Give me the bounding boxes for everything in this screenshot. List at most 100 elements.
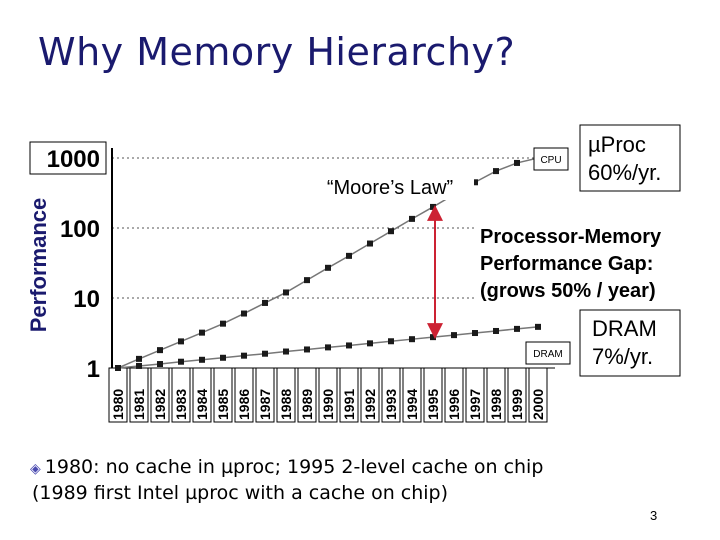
y-tick-label: 100 (60, 216, 100, 243)
y-tick-box (29, 141, 107, 175)
x-tick-box (402, 367, 422, 423)
cpu-series-label: CPU (540, 155, 561, 166)
footnote-bullet: ◈ 1980: no cache in µproc; 1995 2-level c… (30, 455, 543, 505)
x-tick-label: 1982 (152, 389, 168, 420)
y-tick-box (56, 352, 106, 384)
data-point (220, 320, 226, 327)
slide-title: Why Memory Hierarchy? (38, 30, 516, 74)
x-tick-box (465, 367, 485, 423)
y-tick-label: 1000 (47, 146, 100, 173)
data-point (241, 310, 247, 317)
data-point (283, 348, 289, 355)
x-tick-label: 1985 (215, 389, 231, 420)
data-point (367, 240, 373, 247)
bullet-line-1: 1980: no cache in µproc; 1995 2-level ca… (44, 456, 544, 478)
proc-rate-box (579, 124, 681, 192)
x-tick-box (339, 367, 359, 423)
data-point (178, 338, 184, 345)
x-tick-box (255, 367, 275, 423)
y-tick-box (56, 282, 106, 314)
x-tick-box (150, 367, 170, 423)
x-tick-label: 1994 (404, 389, 420, 420)
data-point (262, 299, 268, 306)
data-point (325, 344, 331, 351)
data-point (325, 264, 331, 271)
data-point (388, 338, 394, 345)
data-point (514, 159, 520, 166)
data-point (409, 336, 415, 343)
data-point (136, 355, 142, 362)
x-tick-label: 1996 (446, 389, 462, 420)
data-point (493, 327, 499, 334)
x-tick-box (192, 367, 212, 423)
x-tick-label: 2000 (530, 389, 546, 420)
y-tick-label: 1 (87, 356, 100, 383)
data-point (409, 215, 415, 222)
x-tick-label: 1993 (383, 389, 399, 420)
gap-line3: (grows 50% / year) (480, 280, 656, 302)
y-tick-box (56, 212, 106, 244)
data-point (514, 325, 520, 332)
y-tick-labels: 1 10 100 1000 (29, 141, 107, 384)
data-point (199, 356, 205, 363)
data-point (346, 342, 352, 349)
x-tick-box (318, 367, 338, 423)
gap-line1: Processor-Memory (480, 226, 662, 248)
x-tick-label: 1983 (173, 389, 189, 420)
moores-law-label: “Moore’s Law” (327, 177, 453, 199)
x-tick-box (486, 367, 506, 423)
bullet-line-2: (1989 first Intel µproc with a cache on … (32, 482, 449, 504)
moores-law-box (306, 170, 474, 200)
x-tick-label: 1981 (131, 389, 147, 420)
y-axis-label: Performance (26, 198, 51, 333)
data-point (430, 334, 436, 341)
x-tick-label: 1995 (425, 389, 441, 420)
x-tick-label: 1987 (257, 389, 273, 420)
x-tick-labels: 1980 1981 1982 1983 1984 1985 1986 1987 1988 1989… (108, 367, 548, 423)
dram-rate-line1: DRAM (592, 316, 657, 341)
data-point (178, 358, 184, 365)
x-tick-box (528, 367, 548, 423)
data-point (367, 340, 373, 347)
x-tick-box (276, 367, 296, 423)
data-point (472, 330, 478, 337)
data-point (157, 361, 163, 368)
data-point (451, 332, 457, 339)
gap-label-box (477, 220, 699, 308)
x-tick-box (423, 367, 443, 423)
x-tick-label: 1984 (194, 389, 210, 420)
page-number: 3 (650, 508, 658, 523)
x-tick-label: 1997 (467, 389, 483, 420)
dram-rate-box (579, 309, 681, 377)
data-point (535, 323, 541, 330)
cpu-label-box (533, 147, 569, 171)
data-point (241, 352, 247, 359)
x-tick-box (171, 367, 191, 423)
x-tick-box (381, 367, 401, 423)
data-point (472, 179, 478, 186)
data-point (283, 289, 289, 296)
x-tick-label: 1992 (362, 389, 378, 420)
dram-label-box (525, 341, 571, 365)
diamond-bullet-icon: ◈ (30, 461, 41, 477)
data-point (346, 252, 352, 259)
x-tick-label: 1998 (488, 389, 504, 420)
x-tick-label: 1991 (341, 389, 357, 420)
proc-rate-line2: 60%/yr. (588, 160, 661, 185)
dram-series-label: DRAM (533, 349, 562, 360)
data-point (199, 329, 205, 336)
x-tick-box (213, 367, 233, 423)
data-point (304, 277, 310, 284)
x-tick-label: 1989 (299, 389, 315, 420)
x-tick-label: 1986 (236, 389, 252, 420)
x-tick-label: 1990 (320, 389, 336, 420)
data-point (115, 365, 121, 371)
gap-line2: Performance Gap: (480, 253, 653, 275)
data-point (262, 350, 268, 357)
data-point (493, 168, 499, 175)
y-tick-label: 10 (73, 286, 100, 313)
data-point (430, 203, 436, 210)
data-point (304, 346, 310, 353)
data-point (388, 228, 394, 235)
